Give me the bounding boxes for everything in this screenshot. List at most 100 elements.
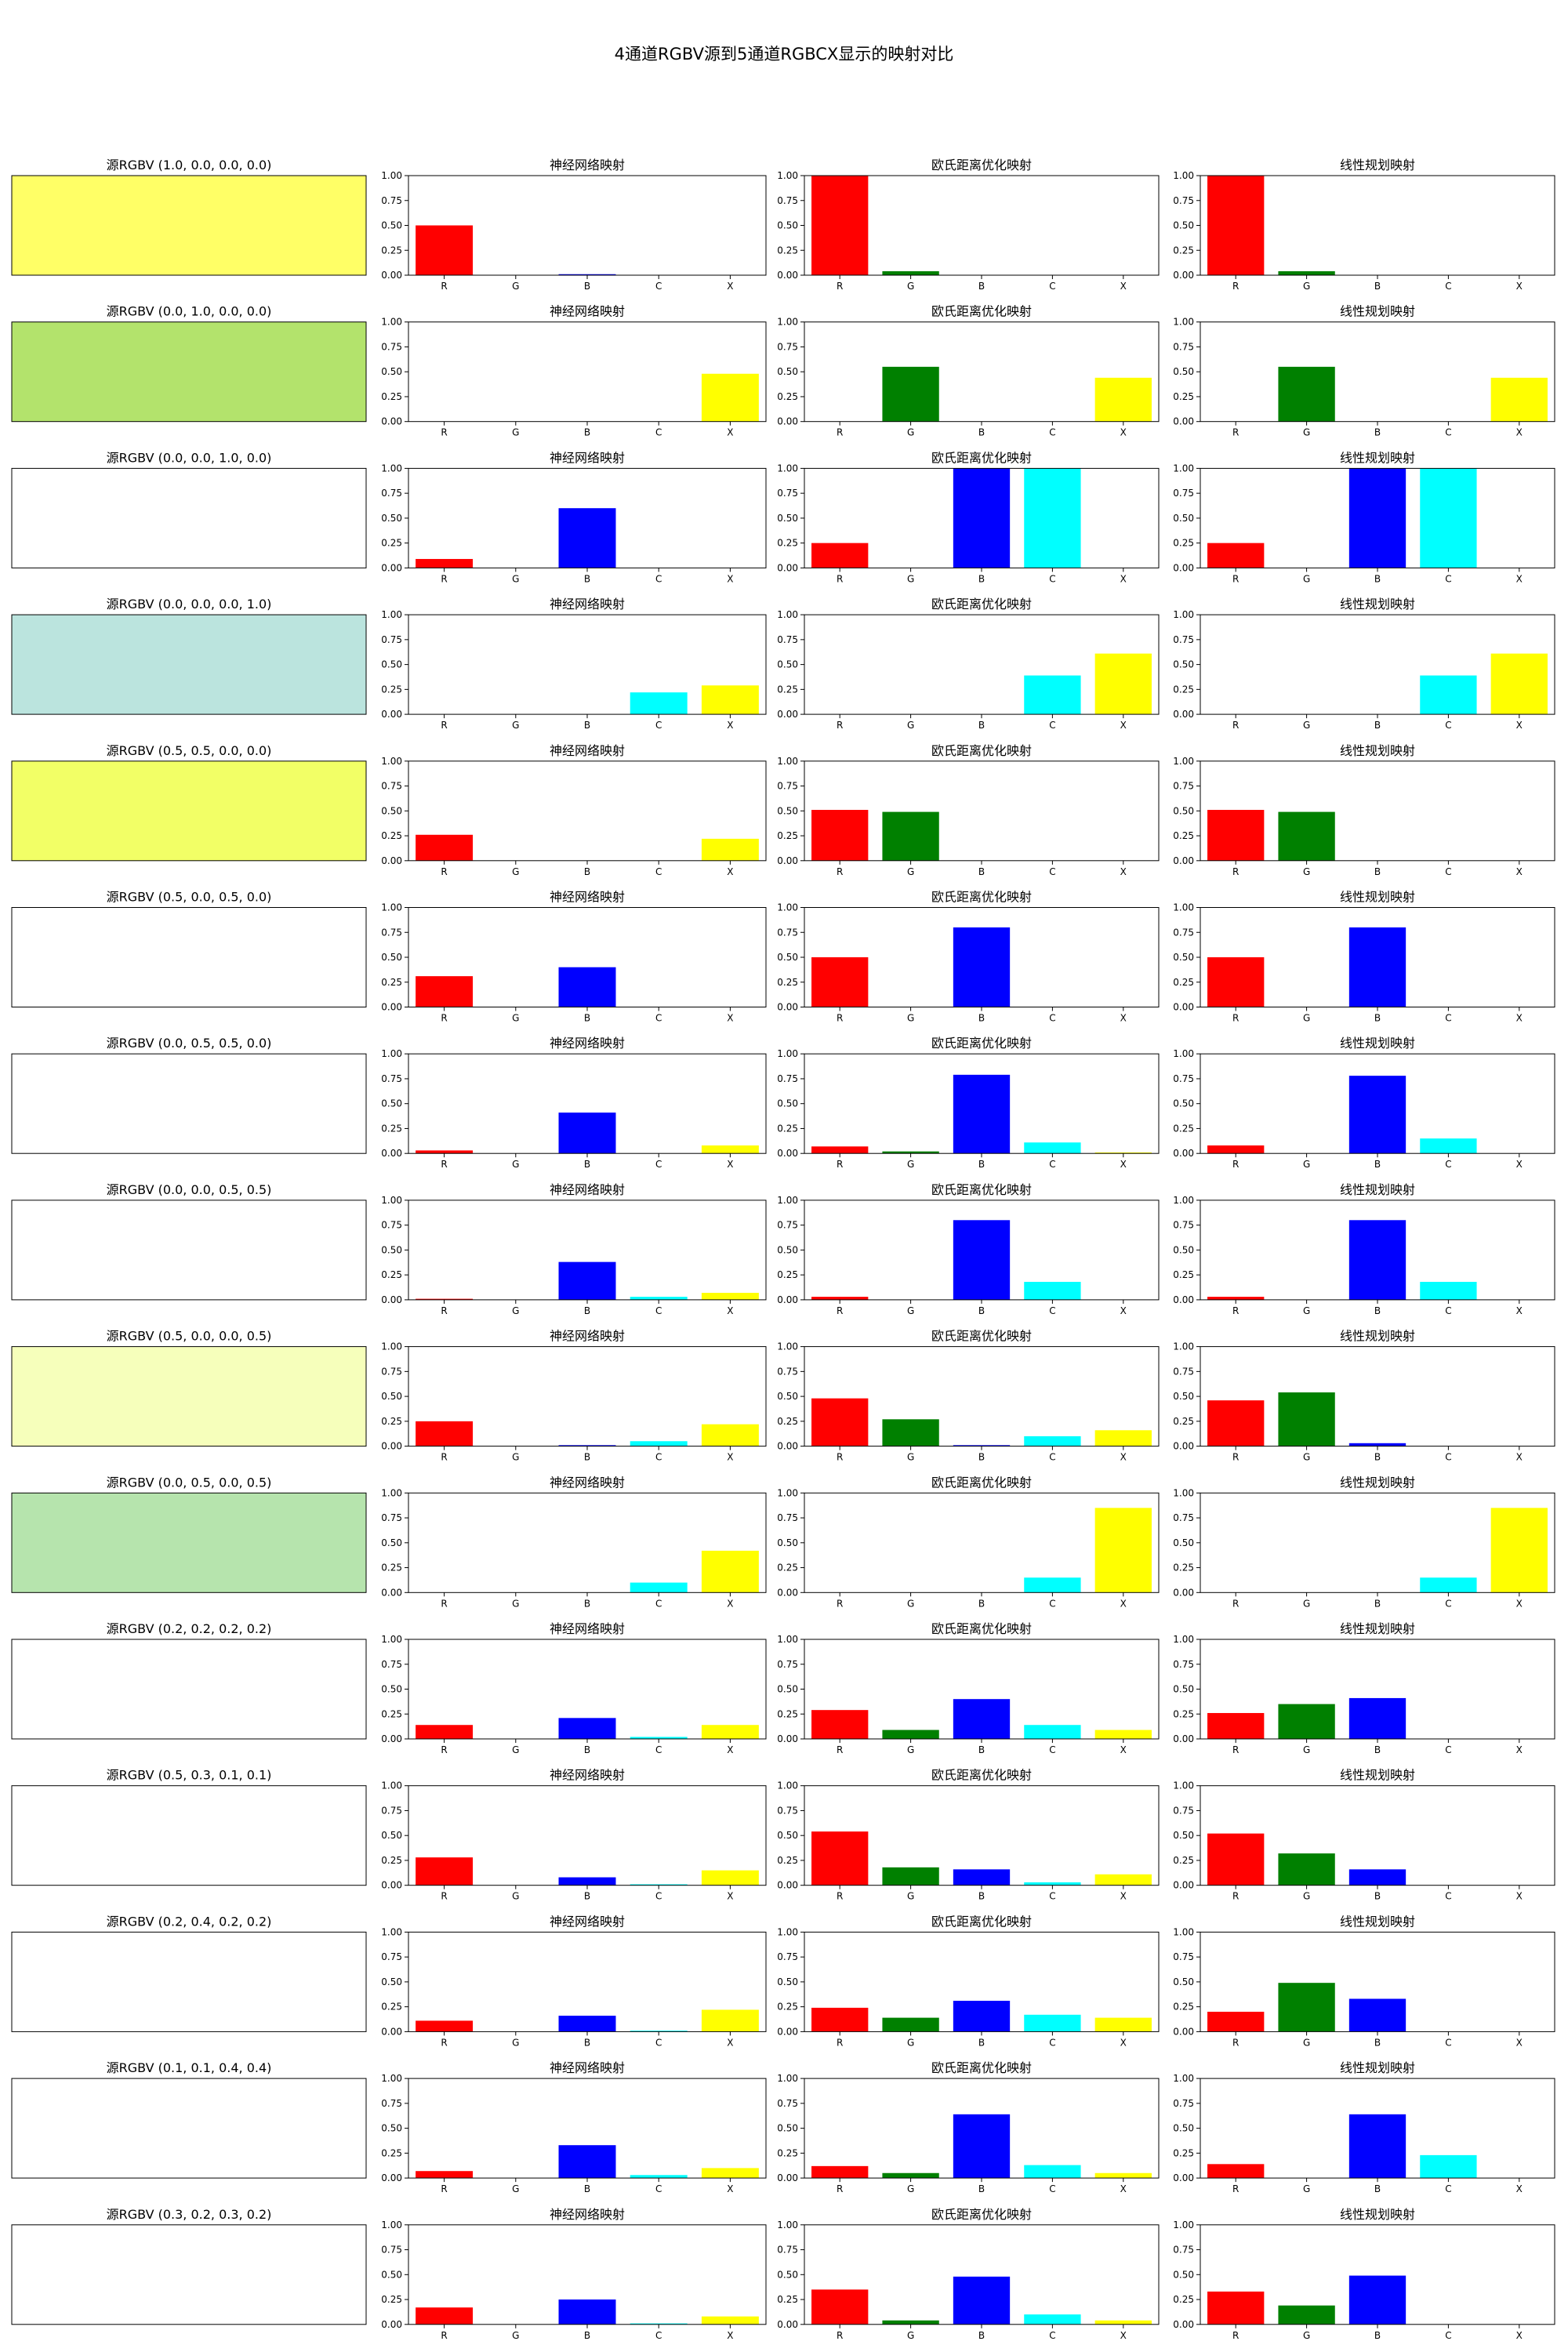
x-tick-label: X	[727, 866, 733, 877]
y-tick-label: 0.25	[1173, 391, 1194, 402]
x-tick-label: B	[1374, 1744, 1381, 1755]
bar-panel: 欧氏距离优化映射 0.00 0.25 0.50 0.75 1.00 R G B C X	[777, 743, 1160, 877]
axes-frame	[1200, 907, 1555, 1007]
x-tick-label: G	[907, 1598, 914, 1609]
y-tick-label: 0.75	[777, 341, 798, 352]
y-tick-label: 0.50	[1173, 952, 1194, 963]
x-tick-label: C	[655, 2037, 662, 2048]
bar	[811, 1297, 869, 1300]
bar	[1207, 1833, 1265, 1886]
y-tick-label: 0.00	[777, 1441, 798, 1452]
bar	[811, 176, 869, 275]
axes-frame	[804, 1200, 1160, 1301]
x-tick-label: R	[441, 720, 447, 731]
source-color-swatch	[11, 760, 367, 862]
y-tick-label: 0.25	[1173, 1855, 1194, 1866]
y-tick-label: 0.75	[1173, 488, 1194, 499]
x-tick-label: C	[1445, 1305, 1451, 1316]
y-tick-label: 0.75	[381, 2245, 402, 2256]
y-tick-label: 0.00	[1173, 416, 1194, 427]
x-tick-label: X	[727, 1891, 733, 1902]
y-tick-label: 0.75	[777, 927, 798, 938]
panel-title: 神经网络映射	[550, 890, 625, 905]
y-tick-label: 0.75	[777, 1512, 798, 1523]
source-color-swatch	[11, 1639, 367, 1740]
panel-title: 欧氏距离优化映射	[931, 2207, 1032, 2222]
panel-title: 欧氏距离优化映射	[931, 1914, 1032, 1929]
x-tick-label: X	[727, 720, 733, 731]
x-tick-label: G	[1303, 1744, 1310, 1755]
x-tick-label: B	[978, 2183, 985, 2194]
y-tick-label: 0.00	[381, 270, 402, 281]
y-tick-label: 0.75	[1173, 634, 1194, 645]
panel-title: 神经网络映射	[550, 1182, 625, 1197]
x-tick-label: R	[837, 1013, 843, 1024]
y-tick-label: 0.25	[381, 391, 402, 402]
y-tick-label: 0.75	[777, 1366, 798, 1377]
chart-row: 源RGBV (0.2, 0.2, 0.2, 0.2) 神经网络映射 0.00 0.25…	[11, 1621, 1555, 1755]
y-tick-label: 0.75	[777, 781, 798, 792]
bar-panel: 欧氏距离优化映射 0.00 0.25 0.50 0.75 1.00 R G B C X	[777, 2060, 1160, 2194]
x-tick-label: C	[1445, 2037, 1451, 2048]
source-color-swatch	[11, 1053, 367, 1154]
x-tick-label: C	[1445, 1013, 1451, 1024]
bar	[1094, 1874, 1152, 1886]
x-tick-label: G	[512, 573, 519, 584]
x-tick-label: B	[584, 573, 590, 584]
axes-frame	[1200, 1053, 1555, 1154]
x-tick-label: B	[978, 866, 985, 877]
panel-title: 线性规划映射	[1340, 1475, 1415, 1490]
y-tick-label: 1.00	[777, 463, 798, 474]
x-tick-label: C	[1445, 2330, 1451, 2341]
y-tick-label: 1.00	[381, 1048, 402, 1059]
x-tick-label: B	[584, 1598, 590, 1609]
x-tick-label: B	[584, 1452, 590, 1463]
bar	[1024, 2014, 1081, 2032]
bar	[811, 2289, 869, 2325]
axes-frame	[804, 1931, 1160, 2032]
chart-row: 源RGBV (0.5, 0.5, 0.0, 0.0) 神经网络映射 0.00 0.25…	[11, 743, 1555, 877]
x-tick-label: X	[727, 427, 733, 438]
x-tick-label: G	[1303, 281, 1310, 292]
x-tick-label: R	[441, 1013, 447, 1024]
x-tick-label: X	[1120, 2037, 1127, 2048]
y-tick-label: 0.00	[777, 1733, 798, 1744]
x-tick-label: G	[512, 2037, 519, 2048]
x-tick-label: X	[1516, 1598, 1523, 1609]
bar	[416, 558, 474, 568]
axes-frame	[408, 1931, 767, 2032]
bar	[1348, 1443, 1406, 1446]
panel-title: 神经网络映射	[550, 1768, 625, 1783]
y-tick-label: 0.25	[1173, 1416, 1194, 1427]
x-tick-label: R	[441, 1159, 447, 1170]
y-tick-label: 0.00	[381, 562, 402, 573]
panel-title: 神经网络映射	[550, 743, 625, 758]
source-title: 源RGBV (0.0, 0.0, 0.0, 1.0)	[107, 597, 272, 612]
bar-panel: 神经网络映射 0.00 0.25 0.50 0.75 1.00 R G B C X	[381, 1914, 767, 2048]
bar	[1278, 1704, 1335, 1739]
axes-frame	[408, 1200, 767, 1301]
axes-frame	[408, 467, 767, 568]
y-tick-label: 0.75	[1173, 1220, 1194, 1231]
bar	[1094, 1730, 1152, 1739]
x-tick-label: X	[1516, 720, 1523, 731]
y-tick-label: 1.00	[777, 1926, 798, 1937]
bar-panel: 神经网络映射 0.00 0.25 0.50 0.75 1.00 R G B C X	[381, 2207, 767, 2341]
y-tick-label: 0.25	[777, 2294, 798, 2305]
x-tick-label: G	[1303, 1159, 1310, 1170]
bar-panel: 线性规划映射 0.00 0.25 0.50 0.75 1.00 R G B C X	[1173, 304, 1555, 438]
panel-title: 欧氏距离优化映射	[931, 304, 1032, 319]
bar	[701, 1550, 759, 1593]
bar	[882, 1867, 939, 1886]
axes-frame	[1200, 760, 1555, 862]
x-tick-label: B	[1374, 866, 1381, 877]
bar	[882, 270, 939, 275]
chart-row: 源RGBV (0.3, 0.2, 0.3, 0.2) 神经网络映射 0.00 0.25…	[11, 2207, 1555, 2341]
bar	[953, 2001, 1011, 2032]
bar	[416, 2171, 474, 2179]
y-tick-label: 0.25	[777, 1269, 798, 1280]
y-tick-label: 0.00	[381, 855, 402, 866]
bar	[1024, 675, 1081, 715]
x-tick-label: G	[512, 1305, 519, 1316]
x-tick-label: B	[978, 1013, 985, 1024]
